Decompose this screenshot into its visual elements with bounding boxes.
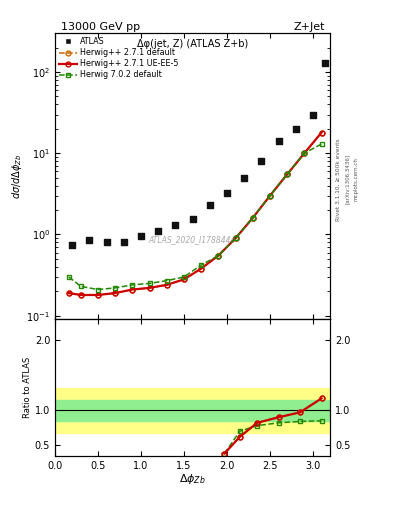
Herwig++ 2.7.1 UE-EE-5: [95, 292, 100, 298]
Herwig 7.0.2 default: [250, 215, 255, 221]
Text: mcplots.cern.ch: mcplots.cern.ch: [354, 157, 359, 201]
ATLAS: [258, 157, 264, 165]
Herwig++ 2.7.1 UE-EE-5: [319, 130, 324, 136]
Herwig 7.0.2 default: [233, 235, 238, 241]
Bar: [55, 400, 330, 421]
Herwig 7.0.2 default: [216, 252, 221, 259]
Herwig 7.0.2 default: [182, 274, 186, 280]
Herwig++ 2.7.1 UE-EE-5: [285, 172, 290, 178]
X-axis label: $\Delta\phi_{Zb}$: $\Delta\phi_{Zb}$: [179, 472, 206, 486]
Herwig++ 2.7.1 default: [319, 130, 324, 136]
Herwig 7.0.2 default: [113, 285, 118, 291]
Herwig 7.0.2 default: [285, 172, 290, 178]
Text: Δφ(jet, Z) (ATLAS Z+b): Δφ(jet, Z) (ATLAS Z+b): [137, 39, 248, 49]
Herwig++ 2.7.1 default: [147, 285, 152, 291]
Herwig++ 2.7.1 default: [164, 282, 169, 288]
ATLAS: [155, 227, 162, 235]
Herwig++ 2.7.1 UE-EE-5: [79, 292, 83, 298]
Herwig++ 2.7.1 UE-EE-5: [147, 285, 152, 291]
ATLAS: [138, 232, 144, 241]
Herwig++ 2.7.1 UE-EE-5: [302, 150, 307, 156]
Herwig++ 2.7.1 default: [95, 292, 100, 298]
ATLAS: [292, 125, 299, 133]
Herwig++ 2.7.1 UE-EE-5: [268, 193, 272, 199]
Herwig++ 2.7.1 UE-EE-5: [130, 286, 135, 292]
Herwig++ 2.7.1 default: [79, 292, 83, 298]
Herwig++ 2.7.1 default: [199, 266, 204, 272]
Herwig 7.0.2 default: [268, 193, 272, 199]
Herwig 7.0.2 default: [319, 141, 324, 147]
Herwig++ 2.7.1 UE-EE-5: [233, 235, 238, 241]
Herwig++ 2.7.1 UE-EE-5: [199, 266, 204, 272]
ATLAS: [224, 189, 230, 198]
ATLAS: [121, 238, 127, 246]
Text: 13000 GeV pp: 13000 GeV pp: [61, 22, 140, 32]
Herwig 7.0.2 default: [302, 150, 307, 156]
Herwig++ 2.7.1 default: [250, 215, 255, 221]
Herwig++ 2.7.1 UE-EE-5: [66, 290, 71, 296]
Y-axis label: $d\sigma/d\Delta\phi_{Zb}$: $d\sigma/d\Delta\phi_{Zb}$: [9, 154, 24, 199]
Herwig 7.0.2 default: [66, 274, 71, 280]
ATLAS: [241, 174, 247, 182]
Herwig++ 2.7.1 default: [182, 276, 186, 283]
ATLAS: [86, 236, 93, 244]
ATLAS: [310, 111, 316, 119]
Herwig 7.0.2 default: [199, 262, 204, 268]
Herwig 7.0.2 default: [79, 283, 83, 289]
ATLAS: [103, 238, 110, 246]
Y-axis label: Ratio to ATLAS: Ratio to ATLAS: [23, 357, 32, 418]
Herwig++ 2.7.1 default: [66, 290, 71, 296]
Line: Herwig++ 2.7.1 UE-EE-5: Herwig++ 2.7.1 UE-EE-5: [66, 130, 324, 297]
Herwig++ 2.7.1 default: [233, 235, 238, 241]
ATLAS: [322, 59, 328, 67]
ATLAS: [275, 137, 282, 145]
ATLAS: [207, 201, 213, 209]
Herwig++ 2.7.1 default: [302, 150, 307, 156]
Text: ATLAS_2020_I1788444: ATLAS_2020_I1788444: [149, 235, 236, 244]
Legend: ATLAS, Herwig++ 2.7.1 default, Herwig++ 2.7.1 UE-EE-5, Herwig 7.0.2 default: ATLAS, Herwig++ 2.7.1 default, Herwig++ …: [57, 36, 180, 81]
Line: Herwig 7.0.2 default: Herwig 7.0.2 default: [66, 142, 324, 292]
Herwig++ 2.7.1 default: [216, 252, 221, 259]
Line: Herwig++ 2.7.1 default: Herwig++ 2.7.1 default: [66, 130, 324, 297]
Herwig++ 2.7.1 default: [113, 290, 118, 296]
Herwig++ 2.7.1 UE-EE-5: [164, 282, 169, 288]
ATLAS: [172, 221, 178, 229]
Text: Z+Jet: Z+Jet: [293, 22, 325, 32]
Herwig 7.0.2 default: [164, 278, 169, 284]
Herwig++ 2.7.1 UE-EE-5: [113, 290, 118, 296]
Text: [arXiv:1306.3436]: [arXiv:1306.3436]: [345, 154, 350, 204]
ATLAS: [69, 241, 75, 249]
Herwig++ 2.7.1 default: [130, 286, 135, 292]
Herwig 7.0.2 default: [95, 286, 100, 292]
ATLAS: [189, 215, 196, 223]
Bar: [55, 388, 330, 433]
Herwig 7.0.2 default: [130, 282, 135, 288]
Herwig 7.0.2 default: [147, 280, 152, 286]
Herwig++ 2.7.1 UE-EE-5: [250, 215, 255, 221]
Herwig++ 2.7.1 default: [268, 193, 272, 199]
Herwig++ 2.7.1 default: [285, 172, 290, 178]
Herwig++ 2.7.1 UE-EE-5: [182, 276, 186, 283]
Text: Rivet 3.1.10, ≥ 500k events: Rivet 3.1.10, ≥ 500k events: [336, 138, 341, 221]
Herwig++ 2.7.1 UE-EE-5: [216, 252, 221, 259]
